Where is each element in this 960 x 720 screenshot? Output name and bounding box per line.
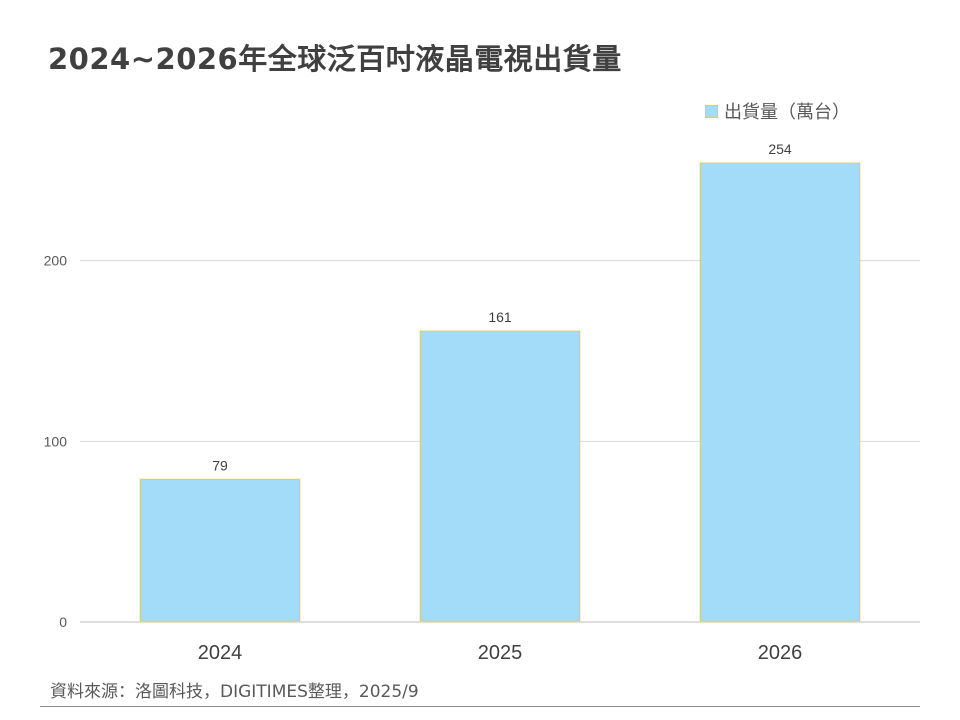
source-note: 資料來源：洛圖科技，DIGITIMES整理，2025/9	[50, 682, 419, 702]
x-category-label: 2024	[198, 642, 243, 664]
footer-divider	[40, 706, 920, 707]
legend: 出貨量（萬台）	[705, 98, 850, 124]
bar	[139, 478, 301, 623]
chart-title: 2024~2026年全球泛百吋液晶電視出貨量	[48, 42, 622, 76]
legend-swatch	[705, 104, 718, 118]
x-category-label: 2025	[478, 642, 523, 664]
y-tick-label: 100	[44, 433, 68, 449]
data-label: 79	[212, 457, 228, 473]
data-label: 254	[768, 141, 792, 157]
y-tick-label: 200	[44, 253, 68, 269]
data-label: 161	[488, 309, 512, 325]
bar	[419, 330, 581, 623]
bar	[699, 162, 861, 623]
y-tick-label: 0	[59, 614, 67, 630]
x-category-label: 2026	[758, 642, 803, 664]
legend-label: 出貨量（萬台）	[724, 102, 850, 123]
